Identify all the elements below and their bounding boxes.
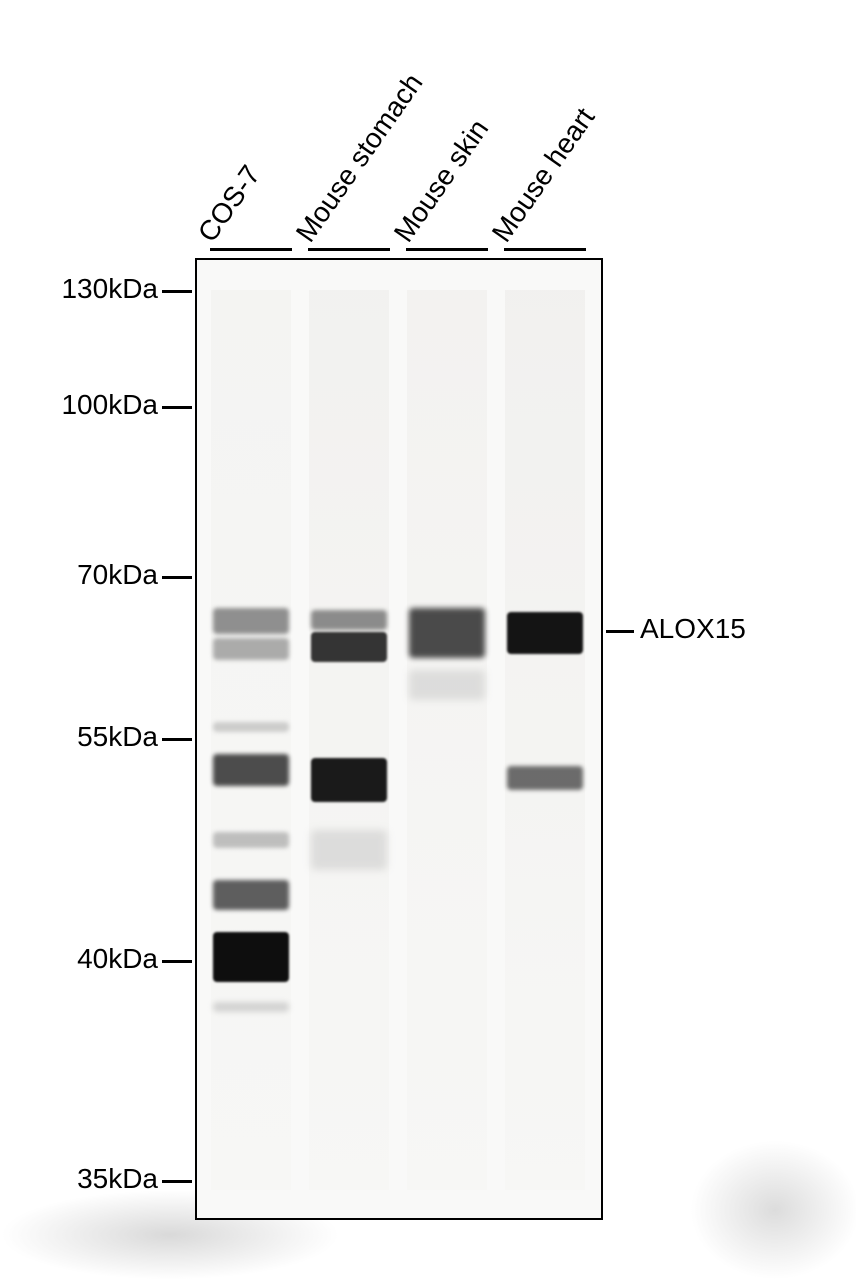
protein-band	[213, 608, 289, 634]
lane-background	[505, 290, 585, 1190]
marker-tick	[162, 290, 192, 293]
marker-tick	[162, 960, 192, 963]
lane-underline	[210, 248, 292, 251]
protein-band	[409, 608, 485, 658]
marker-label: 55kDa	[0, 721, 158, 753]
protein-band	[213, 832, 289, 848]
marker-label: 70kDa	[0, 559, 158, 591]
protein-band	[213, 880, 289, 910]
protein-band	[311, 610, 387, 630]
marker-tick	[162, 1180, 192, 1183]
western-blot-figure: { "figure": { "width": 856, "height": 12…	[0, 0, 856, 1280]
protein-band	[213, 638, 289, 660]
protein-band	[311, 830, 387, 870]
protein-band	[213, 722, 289, 732]
target-tick	[606, 630, 634, 633]
protein-band	[311, 632, 387, 662]
lane-label: Mouse heart	[486, 102, 601, 248]
lane-label: COS-7	[192, 160, 267, 248]
protein-band	[507, 766, 583, 790]
protein-band	[507, 612, 583, 654]
blot-membrane	[195, 258, 603, 1220]
protein-band	[213, 754, 289, 786]
page-shadow	[690, 1140, 856, 1280]
lane-underline	[308, 248, 390, 251]
marker-label: 130kDa	[0, 273, 158, 305]
marker-tick	[162, 576, 192, 579]
target-label: ALOX15	[640, 613, 746, 645]
lane-underline	[406, 248, 488, 251]
marker-label: 40kDa	[0, 943, 158, 975]
lane-underline	[504, 248, 586, 251]
protein-band	[311, 758, 387, 802]
protein-band	[213, 1002, 289, 1012]
protein-band	[213, 932, 289, 982]
marker-label: 35kDa	[0, 1163, 158, 1195]
marker-label: 100kDa	[0, 389, 158, 421]
lane-background	[309, 290, 389, 1190]
lane-label: Mouse skin	[388, 114, 495, 248]
lane-background	[407, 290, 487, 1190]
protein-band	[409, 670, 485, 700]
marker-tick	[162, 738, 192, 741]
marker-tick	[162, 406, 192, 409]
lane-background	[211, 290, 291, 1190]
